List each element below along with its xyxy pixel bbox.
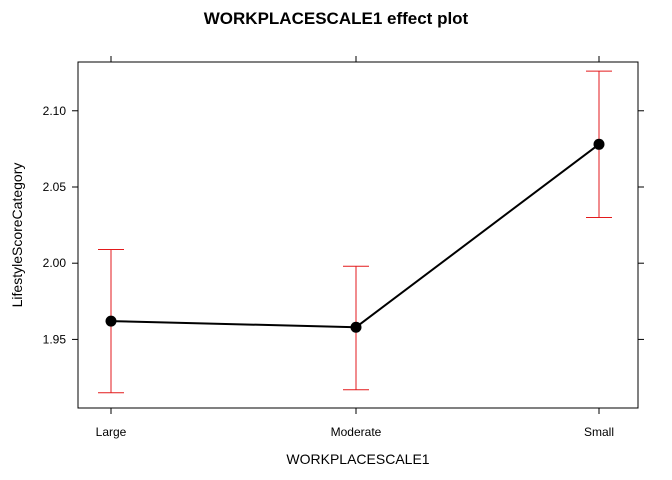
error-bars [98,70,612,394]
y-tick-label: 2.00 [43,256,67,270]
y-tick-label: 2.10 [43,104,67,118]
x-tick-label: Small [584,425,614,439]
y-tick-label: 1.95 [43,332,67,346]
x-tick-labels: Large Moderate Small [96,425,614,439]
x-axis-label: WORKPLACESCALE1 [286,451,429,467]
x-tick-label: Large [96,425,127,439]
effect-lines [110,143,600,329]
x-tick-label: Moderate [331,425,382,439]
effect-point [593,138,605,150]
effect-point [350,321,362,333]
effect-points [105,138,605,333]
y-axis-label: LifestyleScoreCategory [9,163,25,308]
plot-frame [77,61,639,409]
effect-point [105,315,117,327]
chart-title: WORKPLACESCALE1 effect plot [204,9,469,28]
y-tick-label: 2.05 [43,180,67,194]
axis-ticks [72,56,644,414]
y-tick-labels: 1.95 2.00 2.05 2.10 [43,104,67,347]
effect-line [110,143,600,329]
